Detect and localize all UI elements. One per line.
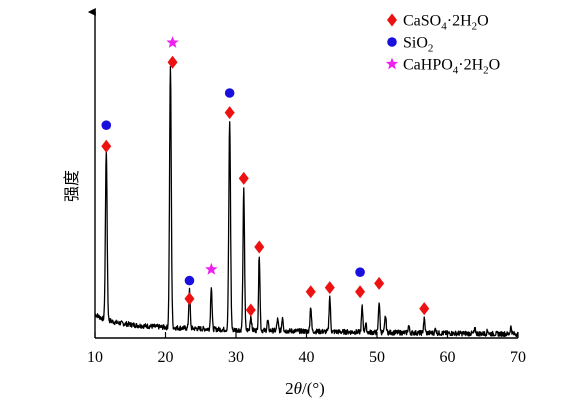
phase-marker-gypsum-11 <box>254 240 265 254</box>
phase-marker-gypsum-16 <box>374 276 385 290</box>
x-axis-title-prefix: 2 <box>285 379 294 398</box>
x-tick-label-50: 50 <box>369 349 385 366</box>
x-tick-label-70: 70 <box>510 349 526 366</box>
phase-markers <box>101 36 430 317</box>
legend-label-gypsum: CaSO4·2H2O <box>403 13 489 33</box>
legend-label-part: 4 <box>453 65 459 77</box>
xrd-pattern-line <box>94 66 519 338</box>
legend-label-part: 2 <box>472 21 478 33</box>
phase-marker-gypsum-7 <box>245 303 256 317</box>
legend-marker-gypsum <box>387 13 397 27</box>
phase-marker-gypsum-15 <box>355 285 366 299</box>
phase-marker-gypsum-13 <box>324 281 335 295</box>
x-tick-label-20: 20 <box>158 349 174 366</box>
x-tick-label-30: 30 <box>228 349 244 366</box>
legend-marker-silica <box>387 37 397 47</box>
legend-label-part: O <box>477 13 489 30</box>
x-tick-label-60: 60 <box>440 349 456 366</box>
phase-marker-gypsum-12 <box>305 285 316 299</box>
phase-marker-gypsum-3 <box>167 55 178 69</box>
phase-marker-silica-14 <box>355 267 365 278</box>
x-axis-title: 2θ/(°) <box>285 379 325 398</box>
legend-label-part: CaSO <box>403 13 441 30</box>
legend-label-part: ·2H <box>458 57 483 74</box>
phase-marker-gypsum-5 <box>184 292 195 306</box>
legend-label-silica: SiO2 <box>403 35 433 55</box>
phase-marker-silica-4 <box>184 275 195 286</box>
legend-label-part: 2 <box>428 43 434 55</box>
legend-label-brushite: CaHPO4·2H2O <box>403 57 500 77</box>
legend-label-part: 4 <box>441 21 447 33</box>
x-axis-title-theta: θ <box>294 379 302 398</box>
legend-label-part: ·2H <box>447 13 472 30</box>
legend-label-part: CaHPO <box>403 57 453 74</box>
phase-marker-gypsum-10 <box>238 171 249 185</box>
y-axis-title: 强度 <box>62 170 81 202</box>
legend-label-part: 2 <box>483 65 489 77</box>
phase-marker-silica-8 <box>224 88 235 98</box>
x-axis-title-unit: /(°) <box>302 379 325 398</box>
phase-marker-silica-1 <box>101 120 112 130</box>
legend-marker-brushite <box>385 57 399 70</box>
phase-marker-gypsum-9 <box>224 106 235 120</box>
x-ticks: 10 20 30 40 50 60 70 <box>87 332 526 366</box>
legend-label-part: SiO <box>403 35 428 52</box>
x-tick-label-40: 40 <box>299 349 315 366</box>
phase-marker-brushite-6 <box>205 262 218 275</box>
legend-label-part: O <box>489 57 501 74</box>
x-tick-label-10: 10 <box>87 349 103 366</box>
phase-marker-gypsum-0 <box>101 139 112 153</box>
phase-marker-brushite-2 <box>166 36 179 48</box>
phase-marker-gypsum-17 <box>419 302 430 316</box>
